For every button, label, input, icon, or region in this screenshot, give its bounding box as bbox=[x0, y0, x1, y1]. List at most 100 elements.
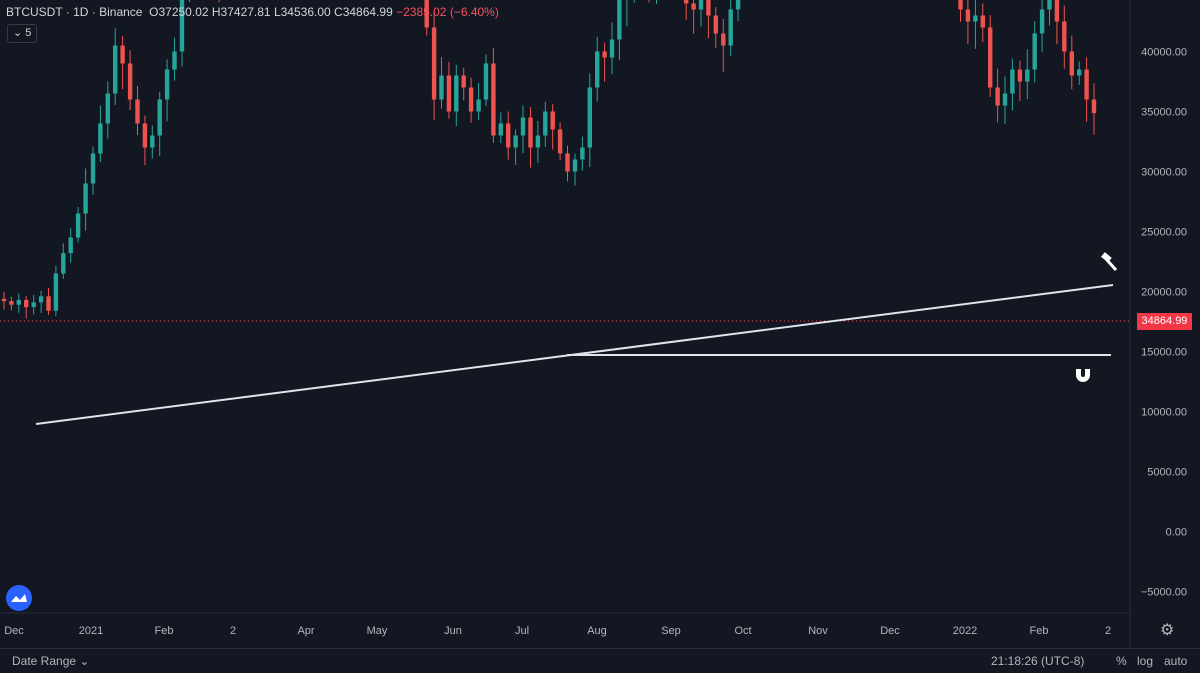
candle-body bbox=[9, 301, 14, 305]
candle-body bbox=[75, 213, 81, 238]
candle-body bbox=[980, 15, 985, 28]
candle-body bbox=[1077, 69, 1082, 76]
last-price-badge: 34864.99 bbox=[1137, 313, 1192, 330]
tradingview-logo-icon[interactable] bbox=[6, 585, 32, 611]
time-axis-label: Jul bbox=[515, 625, 529, 637]
price-axis-label: 15000.00 bbox=[1141, 347, 1187, 359]
candle-body bbox=[113, 45, 118, 94]
price-axis-label: 20000.00 bbox=[1141, 287, 1187, 299]
indicators-toggle-button[interactable]: ⌄ 5 bbox=[7, 24, 38, 43]
magnet-icon[interactable] bbox=[1073, 364, 1093, 384]
candle-body bbox=[587, 87, 592, 148]
candle-body bbox=[46, 296, 51, 311]
candle-body bbox=[550, 111, 555, 130]
candle-body bbox=[609, 39, 615, 58]
ohlc-open: O37250.02 bbox=[149, 5, 209, 19]
candle-body bbox=[721, 33, 726, 46]
candle-body bbox=[424, 0, 429, 28]
candle-body bbox=[1039, 9, 1045, 34]
time-axis-label: Jun bbox=[444, 625, 462, 637]
ohlc-high: H37427.81 bbox=[211, 5, 271, 19]
candle-body bbox=[24, 299, 29, 308]
price-axis-label: 25000.00 bbox=[1141, 227, 1187, 239]
candle-body bbox=[476, 99, 481, 112]
candle-body bbox=[520, 117, 526, 136]
price-axis-label: 40000.00 bbox=[1141, 47, 1187, 59]
candle-body bbox=[965, 9, 971, 22]
time-axis-label: May bbox=[367, 625, 388, 637]
candle-body bbox=[491, 63, 496, 136]
price-axis-label: −10000.00 bbox=[1135, 647, 1187, 649]
candle-body bbox=[53, 273, 59, 311]
time-axis-label: Nov bbox=[808, 625, 828, 637]
price-axis-label: −5000.00 bbox=[1141, 587, 1187, 599]
gear-icon[interactable]: ⚙ bbox=[1160, 622, 1175, 639]
candle-body bbox=[1047, 0, 1052, 10]
candle-body bbox=[506, 123, 511, 148]
chevron-down-icon: ⌄ bbox=[13, 27, 23, 39]
time-axis-label: Feb bbox=[155, 625, 174, 637]
candle-body bbox=[543, 111, 548, 136]
candle-body bbox=[38, 296, 44, 303]
candle-body bbox=[1025, 69, 1030, 82]
hammer-icon[interactable] bbox=[1099, 252, 1119, 272]
indicators-count: 5 bbox=[25, 27, 32, 39]
candle-body bbox=[439, 75, 444, 100]
candle-body bbox=[31, 302, 36, 308]
candle-body bbox=[1084, 69, 1089, 100]
ohlc-low: L34536.00 bbox=[273, 5, 331, 19]
price-axis-label: 0.00 bbox=[1166, 527, 1187, 539]
price-axis-label: 35000.00 bbox=[1141, 107, 1187, 119]
candle-body bbox=[142, 123, 148, 148]
clock-timezone[interactable]: 21:18:26 (UTC-8) bbox=[991, 654, 1085, 668]
price-axis-label: 10000.00 bbox=[1141, 407, 1187, 419]
candle-body bbox=[105, 93, 110, 124]
candle-body bbox=[98, 123, 103, 154]
candle-body bbox=[446, 75, 452, 112]
time-axis-label: 2 bbox=[230, 625, 236, 637]
candle-body bbox=[988, 27, 993, 88]
candle-body bbox=[454, 75, 459, 112]
candle-body bbox=[684, 0, 689, 4]
ohlc-change: −2385.02 (−6.40%) bbox=[396, 5, 499, 19]
candle-body bbox=[150, 135, 155, 148]
candle-body bbox=[535, 135, 541, 148]
candle-body bbox=[973, 15, 978, 22]
candle-body bbox=[1002, 93, 1008, 106]
auto-scale-toggle[interactable]: auto bbox=[1164, 654, 1188, 668]
price-axis-label: 5000.00 bbox=[1147, 467, 1187, 479]
candle-body bbox=[1010, 69, 1015, 94]
symbol-legend: BTCUSDT · 1D · Binance O37250.02 H37427.… bbox=[6, 5, 499, 19]
candle-body bbox=[706, 0, 711, 16]
candle-body bbox=[483, 63, 489, 100]
price-chart[interactable]: 85000.0080000.0075000.0070000.0065000.00… bbox=[0, 0, 1200, 648]
candle-body bbox=[728, 9, 733, 46]
candle-body bbox=[513, 135, 518, 148]
candle-body bbox=[1017, 69, 1023, 82]
percent-scale-toggle[interactable]: % bbox=[1116, 654, 1127, 668]
log-scale-toggle[interactable]: log bbox=[1137, 654, 1154, 668]
bottom-toolbar: Date Range ⌄ 21:18:26 (UTC-8) % log auto bbox=[0, 648, 1200, 673]
candle-body bbox=[595, 51, 600, 88]
candle-body bbox=[995, 87, 1000, 106]
candle-body bbox=[172, 51, 177, 70]
candle-body bbox=[90, 153, 96, 184]
candle-body bbox=[16, 299, 21, 305]
time-axis-label: Feb bbox=[1030, 625, 1049, 637]
candle-body bbox=[179, 0, 185, 52]
time-axis-label: Oct bbox=[734, 625, 751, 637]
candle-body bbox=[528, 117, 533, 148]
date-range-button[interactable]: Date Range ⌄ bbox=[12, 654, 90, 668]
candle-body bbox=[691, 3, 696, 10]
candle-body bbox=[468, 87, 474, 112]
candle-body bbox=[68, 237, 73, 254]
candle-body bbox=[135, 99, 140, 124]
candle-body bbox=[1062, 21, 1067, 52]
symbol-title[interactable]: BTCUSDT · 1D · Binance bbox=[6, 5, 143, 19]
candle-body bbox=[958, 0, 963, 10]
candle-body bbox=[572, 159, 578, 172]
time-axis-label: 2 bbox=[1105, 625, 1111, 637]
candle-body bbox=[1091, 99, 1097, 114]
candle-body bbox=[498, 123, 503, 136]
candle-body bbox=[431, 27, 437, 100]
